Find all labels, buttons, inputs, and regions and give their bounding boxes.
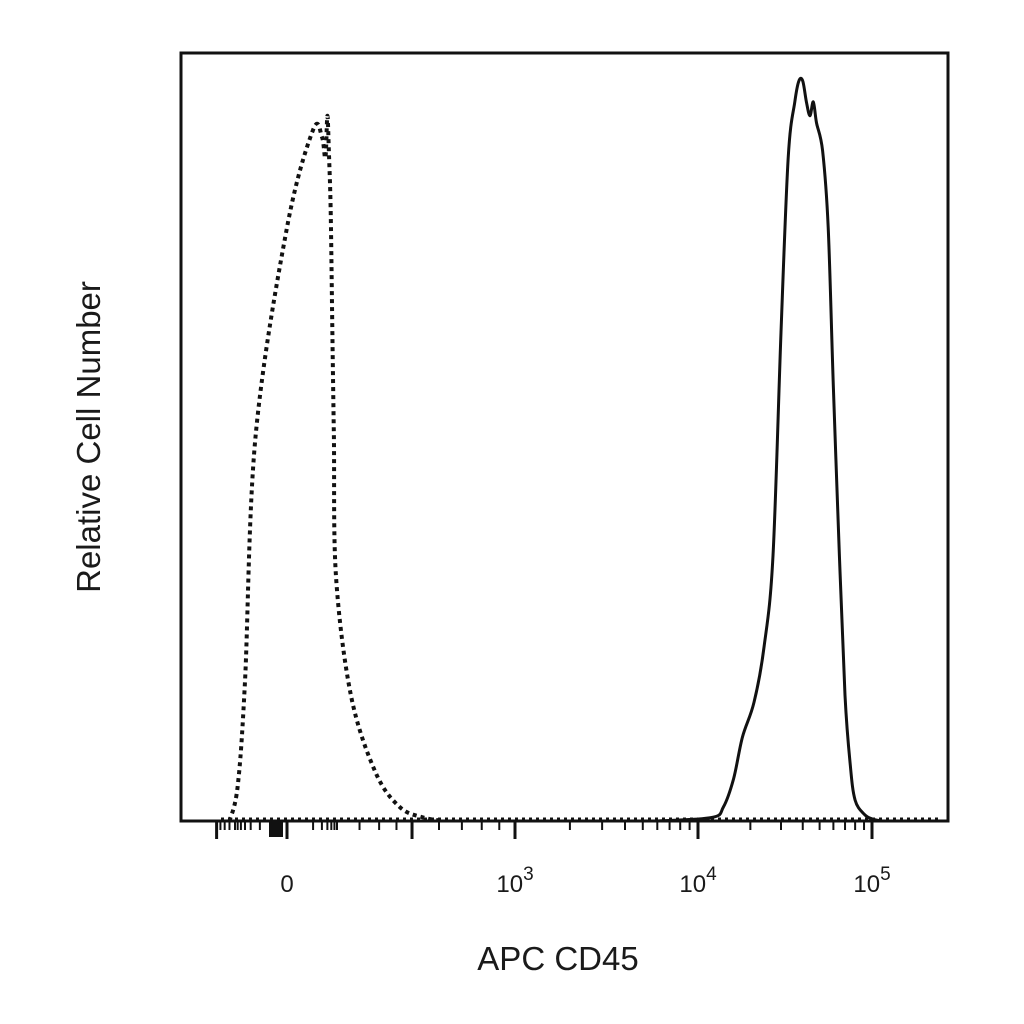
y-axis-title: Relative Cell Number <box>70 281 107 593</box>
x-axis-major-ticks <box>215 821 874 839</box>
x-axis-title: APC CD45 <box>477 940 638 977</box>
series-layer <box>221 76 940 823</box>
x-tick-label: 103 <box>496 864 533 898</box>
x-axis-minor-ticks <box>215 821 866 830</box>
x-tick-label: 0 <box>280 871 293 898</box>
x-tick-label: 105 <box>853 864 890 898</box>
dotted-histogram-series <box>227 113 445 823</box>
plot-frame <box>179 51 950 823</box>
x-tick-label: 104 <box>679 864 717 898</box>
x-axis-tick-labels: 0 103 104 105 <box>280 864 890 898</box>
zero-tick-cluster <box>269 821 283 837</box>
solid-histogram-series <box>657 76 883 823</box>
